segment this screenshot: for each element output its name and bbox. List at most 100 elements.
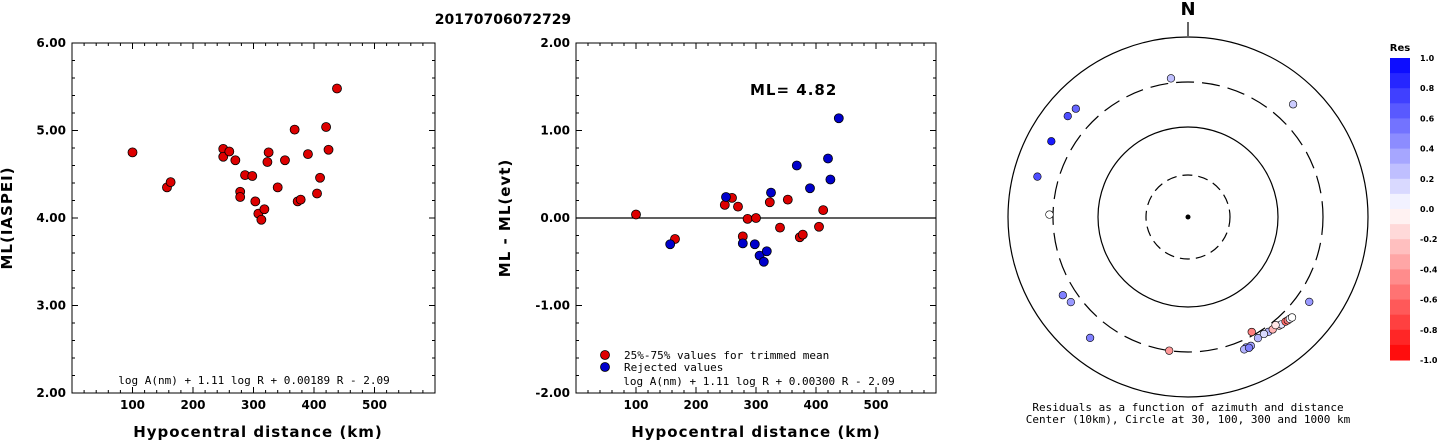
residual-point [1287,313,1297,322]
middle-y-axis-label: ML - ML(evt) [496,159,514,277]
trimmed-point [775,222,785,233]
residual-point [1288,100,1298,109]
middle-axis-ticks: 100 200 300 400 500 -2.00 -1.00 0.00 1.00 2.00 [535,36,936,412]
residual-point [1247,327,1256,337]
ml-station-point [312,188,322,199]
left-panel: 100 200 300 400 500 2.00 3.00 4.00 5.00 6.00 Hypo… [0,36,436,441]
trimmed-point [742,213,753,224]
legend-trimmed-label: 25%-75% values for trimmed mean [624,349,829,362]
legend-trimmed-marker [600,350,610,360]
x-tick-label: 500 [362,398,387,412]
north-label: N [1180,0,1195,20]
colorbar-swatch [1390,254,1410,270]
residual-point [1071,104,1080,113]
colorbar-swatch [1390,344,1410,361]
colorbar-label: 1.0 [1420,54,1435,63]
residual-point [1271,321,1280,330]
ml-station-point [289,124,300,135]
colorbar-title: Res [1390,43,1410,54]
colorbar-label: 0.4 [1420,145,1435,154]
ml-value-label: ML= 4.82 [750,81,837,99]
y-tick-label: 6.00 [36,36,66,50]
x-tick-label: 400 [803,398,828,412]
colorbar-label: 0.0 [1420,205,1435,214]
left-plot-frame [71,42,436,394]
colorbar-label: -0.4 [1420,265,1437,274]
x-tick-label: 400 [301,398,326,412]
y-tick-label: -1.00 [535,299,570,313]
residual-point [1033,172,1042,181]
rejected-point [766,187,776,198]
residual-point [1058,291,1067,300]
ring-100km [1097,126,1279,308]
residual-point [1305,297,1314,306]
residual-point [1165,346,1174,355]
left-formula: log A(nm) + 1.11 log R + 0.00189 R - 2.0… [118,374,390,387]
y-tick-label: -2.00 [535,386,570,400]
rejected-point [805,183,815,194]
residual-point [1244,343,1254,352]
x-tick-label: 200 [683,398,708,412]
ml-station-point [332,83,342,94]
ring-30km [1145,174,1231,260]
ml-station-point [295,194,306,205]
rejected-point [761,246,772,257]
ml-station-point [303,149,313,160]
residual-point [1086,333,1095,342]
ml-station-point [315,172,325,183]
colorbar-label: -1.0 [1420,356,1437,365]
event-id-title: 20170706072729 [435,12,571,28]
trimmed-point [751,213,761,223]
colorbar-swatch [1390,58,1410,74]
middle-x-axis-label: Hypocentral distance (km) [631,423,881,441]
rejected-point [758,256,769,267]
ml-station-point [165,177,176,188]
colorbar-swatch [1390,178,1410,195]
rejected-point [825,174,836,185]
residual-point [1045,210,1054,219]
colorbar-swatch [1390,163,1410,180]
ring-300km [1052,81,1324,353]
colorbar-swatch [1390,88,1410,104]
x-tick-label: 300 [241,398,266,412]
rejected-point [791,160,802,171]
colorbar-label: 0.2 [1420,175,1434,184]
trimmed-point [782,194,793,205]
ml-station-point [259,204,270,215]
colorbar-swatch [1390,103,1410,119]
residual-point [1063,112,1072,121]
colorbar-swatch [1390,284,1410,301]
colorbar-swatch [1390,209,1410,225]
trimmed-point [814,221,824,232]
y-tick-label: 4.00 [36,211,66,225]
ml-station-point [262,157,273,167]
x-tick-label: 100 [120,398,145,412]
residual-point [1066,298,1075,307]
ml-station-point [280,155,290,166]
colorbar-swatch [1390,314,1410,331]
polar-residual-points [1033,74,1314,355]
left-scatter-points [127,83,342,225]
y-tick-label: 0.00 [540,211,570,225]
residual-point [1047,137,1056,146]
rejected-point [749,239,760,250]
colorbar-swatch [1390,239,1410,255]
colorbar-label: -0.2 [1420,235,1437,244]
colorbar-swatch [1390,329,1410,346]
ml-station-point [224,146,235,157]
y-tick-label: 1.00 [540,124,570,138]
polar-panel: N Residuals as a function of azimuth and… [1007,0,1369,426]
colorbar-swatch [1390,269,1410,285]
rejected-point [823,153,833,164]
left-axis-ticks: 100 200 300 400 500 2.00 3.00 4.00 5.00 6.00 [36,36,435,412]
ml-station-point [263,147,274,158]
ml-station-point [256,214,267,225]
x-tick-label: 500 [863,398,888,412]
left-y-axis-label: ML(IASPEI) [0,166,16,269]
colorbar-label: -0.8 [1420,326,1437,335]
polar-caption-line1: Residuals as a function of azimuth and d… [1032,401,1343,414]
legend-rejected-label: Rejected values [624,361,723,374]
colorbar-swatch [1390,148,1410,165]
x-tick-label: 300 [743,398,768,412]
